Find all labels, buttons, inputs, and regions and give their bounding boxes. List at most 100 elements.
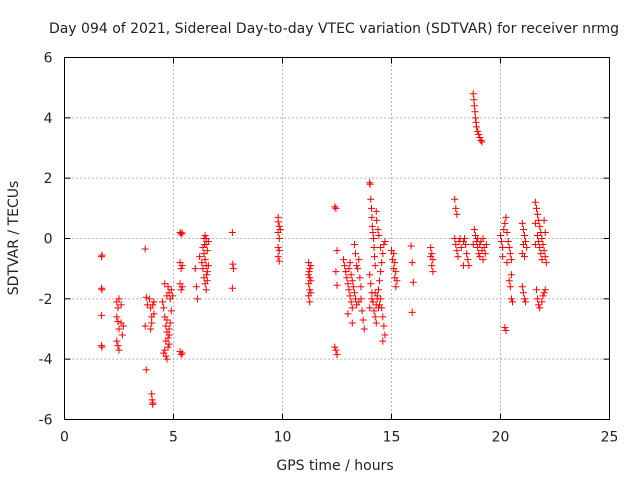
data-point [203, 277, 211, 285]
data-point [522, 298, 530, 306]
data-point [178, 229, 186, 237]
y-axis-label: SDTVAR / TECUs [6, 181, 22, 296]
data-point [520, 253, 528, 261]
data-point [474, 235, 482, 242]
data-point [506, 250, 514, 258]
data-point [331, 343, 339, 351]
data-point [307, 262, 315, 270]
data-point [392, 283, 400, 291]
data-point [391, 259, 399, 267]
x-tick-label: 20 [492, 430, 510, 446]
data-point [369, 228, 377, 236]
data-point [340, 256, 348, 264]
data-point [377, 268, 385, 276]
data-point [343, 274, 351, 282]
data-point [356, 274, 364, 282]
data-point [332, 268, 340, 276]
data-point [428, 250, 436, 258]
data-point [333, 247, 341, 255]
data-point [114, 304, 122, 312]
data-point [536, 222, 544, 230]
data-point [409, 278, 417, 286]
y-tick-label: 0 [44, 232, 53, 248]
data-point [331, 203, 339, 211]
data-point [375, 231, 383, 239]
data-point [390, 250, 398, 258]
data-point [178, 283, 186, 291]
data-point [368, 222, 376, 230]
data-point [476, 253, 484, 261]
data-point [374, 286, 382, 294]
data-point [464, 256, 472, 264]
data-point [540, 289, 548, 297]
data-point [501, 323, 509, 331]
data-point [98, 343, 106, 351]
data-point [539, 292, 547, 300]
data-point [408, 308, 416, 316]
data-point [427, 244, 435, 252]
data-point [508, 298, 516, 306]
data-point [178, 262, 186, 270]
data-point [532, 286, 540, 294]
data-point [164, 343, 172, 351]
data-point [535, 238, 543, 246]
data-point [541, 286, 549, 294]
data-point [347, 271, 355, 279]
data-point [370, 244, 378, 252]
data-point [366, 304, 374, 312]
data-point [507, 295, 515, 303]
data-point [115, 325, 123, 333]
data-point [348, 304, 356, 312]
data-point [333, 351, 341, 359]
data-point [306, 274, 314, 282]
data-point [349, 283, 357, 291]
data-point [499, 244, 507, 252]
data-point [477, 136, 485, 144]
data-point [203, 247, 211, 255]
data-point [228, 228, 236, 236]
data-point [165, 340, 173, 348]
data-point [200, 241, 208, 249]
data-point [471, 114, 479, 122]
data-point [163, 355, 171, 363]
data-point [379, 250, 387, 258]
data-point [503, 259, 511, 267]
data-point [229, 265, 237, 273]
data-point [475, 250, 483, 258]
data-point [454, 253, 462, 261]
data-point [482, 241, 490, 249]
data-point [162, 337, 170, 345]
x-tick-label: 10 [274, 430, 292, 446]
data-point [113, 337, 121, 345]
data-point [519, 289, 527, 297]
data-point [160, 349, 168, 357]
data-point [378, 259, 386, 267]
data-point [142, 366, 150, 374]
x-axis-label: GPS time / hours [276, 458, 393, 474]
data-point [368, 213, 376, 221]
data-point [191, 265, 199, 273]
data-point [163, 316, 171, 324]
data-point [333, 281, 341, 289]
data-point [98, 251, 106, 259]
data-point [500, 225, 508, 233]
data-point [275, 222, 283, 230]
data-point [352, 250, 360, 258]
data-point [161, 346, 169, 354]
data-point [377, 295, 385, 303]
data-point [274, 218, 282, 226]
data-point [476, 133, 484, 141]
data-point [504, 238, 512, 246]
data-point [146, 295, 154, 303]
data-point [274, 253, 282, 261]
data-point [113, 313, 121, 321]
data-point [177, 265, 185, 273]
data-point [98, 286, 106, 294]
data-point [201, 256, 209, 264]
data-point [345, 286, 353, 294]
data-point [498, 238, 506, 246]
data-point [380, 241, 388, 249]
y-tick-label: -6 [39, 413, 53, 429]
y-tick-label: 6 [44, 51, 53, 67]
